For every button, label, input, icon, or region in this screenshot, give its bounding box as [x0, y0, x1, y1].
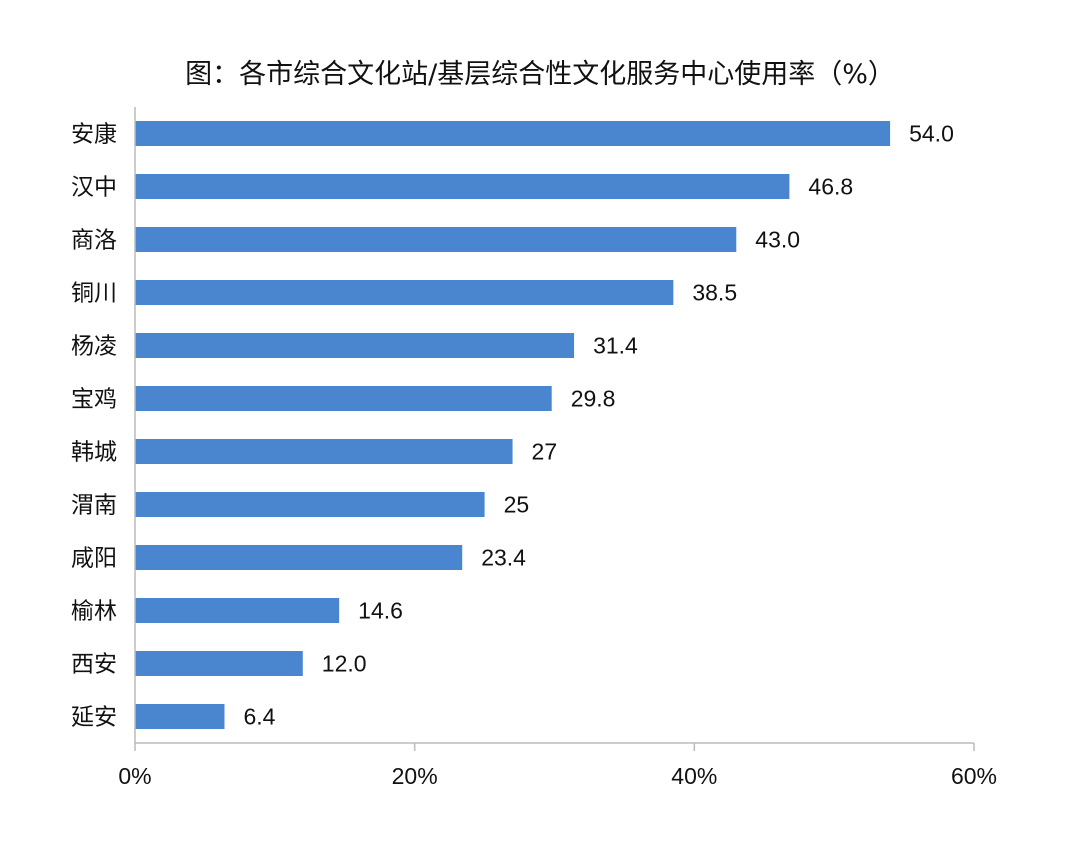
data-label: 12.0: [322, 651, 367, 677]
data-label: 6.4: [243, 704, 275, 730]
category-label: 汉中: [71, 175, 117, 201]
bar: [135, 704, 225, 729]
bar: [135, 598, 340, 623]
bar: [135, 492, 485, 517]
category-label: 西安: [71, 652, 117, 678]
category-label: 咸阳: [71, 546, 117, 572]
data-label: 31.4: [593, 333, 638, 359]
x-tick-label: 40%: [671, 763, 717, 789]
bar: [135, 386, 552, 411]
chart-title: 图：各市综合文化站/基层综合性文化服务中心使用率（%）: [185, 59, 895, 90]
category-label: 榆林: [71, 599, 117, 625]
x-tick-label: 60%: [951, 763, 997, 789]
data-label: 23.4: [481, 545, 526, 571]
category-label: 宝鸡: [71, 387, 117, 413]
category-label: 铜川: [71, 281, 117, 307]
bar: [135, 280, 674, 305]
bar: [135, 227, 737, 252]
data-label: 29.8: [571, 386, 616, 412]
category-label: 渭南: [71, 493, 117, 519]
category-label: 安康: [71, 122, 117, 148]
category-label: 延安: [71, 705, 117, 731]
bar: [135, 651, 303, 676]
x-tick-label: 20%: [392, 763, 438, 789]
category-label: 商洛: [71, 228, 117, 254]
bar: [135, 121, 891, 146]
bar: [135, 545, 463, 570]
x-tick-label: 0%: [118, 763, 151, 789]
data-label: 14.6: [358, 598, 403, 624]
data-label: 27: [532, 439, 558, 465]
data-label: 46.8: [808, 174, 853, 200]
bar: [135, 439, 513, 464]
bar: [135, 174, 790, 199]
bar: [135, 333, 575, 358]
data-label: 54.0: [909, 121, 954, 147]
category-label: 杨凌: [71, 334, 117, 360]
data-label: 43.0: [755, 227, 800, 253]
data-label: 38.5: [692, 280, 737, 306]
data-label: 25: [504, 492, 530, 518]
category-label: 韩城: [71, 440, 117, 466]
